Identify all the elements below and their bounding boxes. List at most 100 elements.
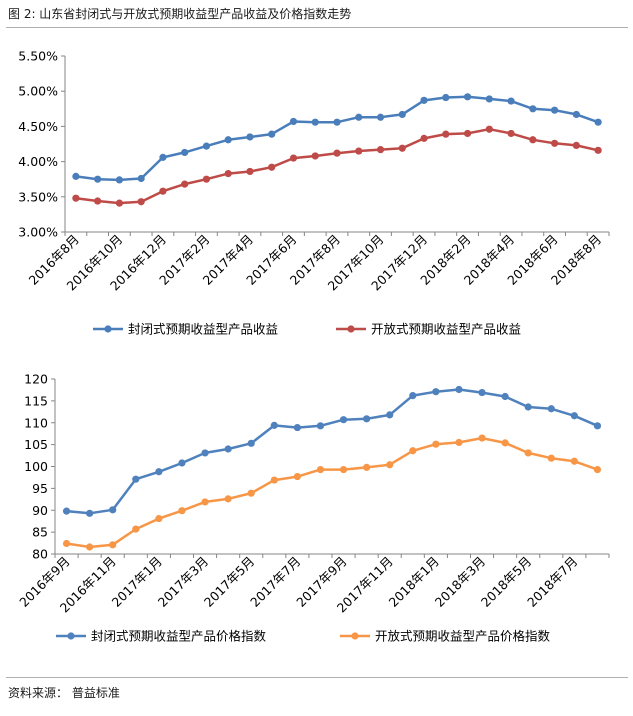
data-point xyxy=(501,392,509,401)
legend-label: 封闭式预期收益型产品收益 xyxy=(128,322,278,337)
y-tick-label: 110 xyxy=(24,415,48,430)
footer-divider xyxy=(6,677,628,678)
data-point xyxy=(132,525,140,533)
data-point xyxy=(201,498,209,506)
data-point xyxy=(72,194,80,202)
y-tick-label: 3.00% xyxy=(18,225,58,240)
data-point xyxy=(224,136,232,144)
data-point xyxy=(594,146,602,154)
legend-label: 开放式预期收益型产品价格指数 xyxy=(375,629,551,644)
data-point xyxy=(455,438,463,447)
y-tick-label: 5.50% xyxy=(18,49,58,64)
data-point xyxy=(463,93,472,101)
data-point xyxy=(181,148,189,157)
data-point xyxy=(355,113,363,121)
data-point xyxy=(455,385,463,394)
figure-title: 图 2: 山东省封闭式与开放式预期收益型产品收益及价格指数走势 xyxy=(8,7,352,21)
legend-label: 封闭式预期收益型产品价格指数 xyxy=(91,629,267,644)
data-point xyxy=(293,423,301,432)
data-point xyxy=(155,468,163,476)
data-point xyxy=(289,117,298,126)
data-point xyxy=(485,125,493,133)
data-point xyxy=(333,118,341,126)
data-point xyxy=(593,465,602,474)
y-tick-label: 85 xyxy=(32,525,48,540)
data-point xyxy=(529,105,537,113)
yield-line-chart: 3.00%3.50%4.00%4.50%5.00%5.50%2016年8月201… xyxy=(18,49,610,337)
data-point xyxy=(94,175,102,183)
y-tick-label: 5.00% xyxy=(18,84,58,99)
data-point xyxy=(316,465,325,474)
series-line-0 xyxy=(75,95,599,182)
data-point xyxy=(363,415,371,423)
data-point xyxy=(268,130,276,138)
data-point xyxy=(398,110,406,119)
data-point xyxy=(109,541,117,549)
data-point xyxy=(355,147,363,155)
data-point xyxy=(311,118,319,126)
data-point xyxy=(363,463,371,471)
data-point xyxy=(570,457,578,465)
legend-marker xyxy=(67,632,75,640)
title-divider xyxy=(6,27,628,28)
data-point xyxy=(420,134,428,142)
data-point xyxy=(572,141,580,150)
data-point xyxy=(289,154,298,162)
data-point xyxy=(409,392,417,400)
data-point xyxy=(524,403,532,411)
data-point xyxy=(311,152,319,160)
data-point xyxy=(333,149,341,157)
y-tick-label: 105 xyxy=(24,437,48,452)
data-point xyxy=(62,507,71,515)
data-point xyxy=(86,509,94,517)
series-line-1 xyxy=(66,436,598,549)
data-point xyxy=(178,507,186,515)
data-point xyxy=(432,440,440,448)
data-point xyxy=(524,449,532,457)
data-point xyxy=(137,174,145,183)
y-tick-label: 3.50% xyxy=(18,189,58,204)
data-point xyxy=(159,187,167,195)
data-point xyxy=(202,142,211,150)
y-tick-label: 115 xyxy=(24,393,48,408)
data-point xyxy=(247,439,255,447)
data-point xyxy=(132,475,140,483)
data-point xyxy=(432,388,440,396)
y-tick-label: 100 xyxy=(24,459,48,474)
data-point xyxy=(316,422,325,430)
data-point xyxy=(178,459,186,467)
data-point xyxy=(594,118,602,126)
data-point xyxy=(478,388,486,397)
legend-label: 开放式预期收益型产品收益 xyxy=(371,322,521,337)
y-tick-label: 80 xyxy=(32,547,48,562)
data-point xyxy=(181,180,189,188)
data-point xyxy=(386,461,394,469)
data-point xyxy=(386,411,394,419)
y-tick-label: 120 xyxy=(24,372,48,387)
data-point xyxy=(501,439,509,447)
y-tick-label: 90 xyxy=(32,503,48,518)
data-point xyxy=(376,146,385,154)
data-point xyxy=(507,97,515,105)
data-point xyxy=(109,506,117,514)
data-point xyxy=(72,172,80,180)
data-point xyxy=(572,110,580,119)
data-point xyxy=(137,198,145,206)
data-point xyxy=(247,489,255,497)
data-point xyxy=(570,412,578,420)
data-point xyxy=(115,176,123,184)
data-point xyxy=(463,129,472,138)
data-point xyxy=(86,543,94,551)
legend-marker xyxy=(351,632,359,640)
data-point xyxy=(547,454,555,462)
data-point xyxy=(224,495,232,503)
data-point xyxy=(115,199,123,207)
data-point xyxy=(507,129,515,138)
data-point xyxy=(485,95,493,103)
data-point xyxy=(593,422,602,430)
data-point xyxy=(155,514,163,523)
data-point xyxy=(293,472,301,481)
data-point xyxy=(551,106,559,114)
data-point xyxy=(420,96,428,104)
data-point xyxy=(224,445,232,453)
